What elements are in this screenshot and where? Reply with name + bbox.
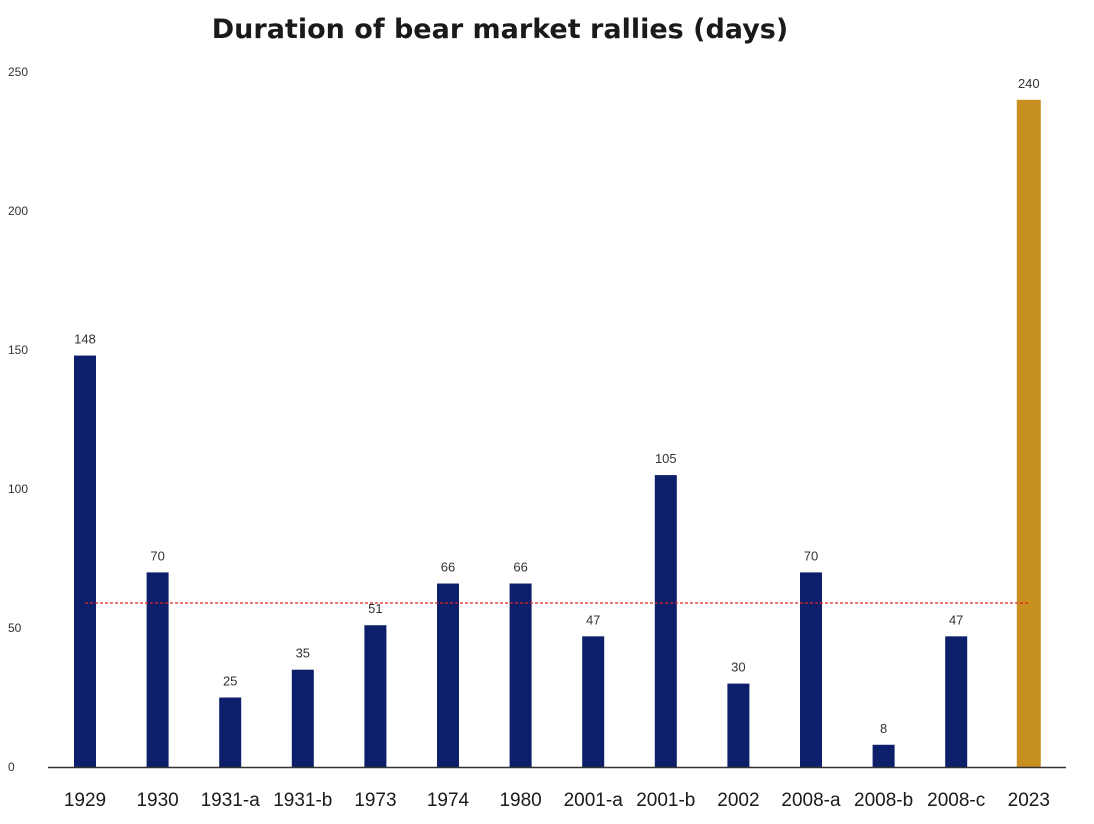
x-tick-label: 1929 bbox=[64, 790, 106, 811]
x-tick-label: 2023 bbox=[1008, 790, 1050, 811]
x-tick-label: 1973 bbox=[354, 790, 396, 811]
bar-2001-b bbox=[654, 475, 677, 767]
y-tick-label: 200 bbox=[8, 204, 28, 218]
bar-1973 bbox=[364, 625, 387, 767]
y-tick-label: 50 bbox=[8, 621, 22, 635]
data-label-2008-b: 8 bbox=[880, 721, 887, 736]
bar-2008-a bbox=[800, 572, 822, 767]
x-tick-label: 2008-a bbox=[781, 790, 841, 811]
bar-1974 bbox=[437, 583, 459, 767]
bar-1931-b bbox=[291, 669, 314, 767]
x-tick-label: 2001-a bbox=[564, 790, 624, 811]
bar-1929 bbox=[74, 355, 96, 767]
bar-2008-c bbox=[945, 636, 968, 767]
data-label-1931-a: 25 bbox=[223, 674, 237, 689]
bar-2008-b bbox=[872, 744, 895, 767]
x-tick-label: 1980 bbox=[499, 790, 541, 811]
bar-2001-a bbox=[582, 636, 605, 767]
bar-1930 bbox=[146, 572, 169, 767]
y-tick-label: 150 bbox=[8, 343, 28, 357]
data-label-1929: 148 bbox=[74, 332, 96, 347]
data-label-1980: 66 bbox=[513, 560, 527, 575]
data-label-2008-a: 70 bbox=[804, 548, 818, 563]
data-label-2001-b: 105 bbox=[655, 451, 677, 466]
data-label-2001-a: 47 bbox=[586, 612, 600, 627]
bar-2002 bbox=[727, 683, 750, 767]
x-tick-label: 1931-b bbox=[273, 790, 332, 811]
data-label-2023: 240 bbox=[1018, 76, 1040, 91]
chart-title: Duration of bear market rallies (days) bbox=[211, 14, 789, 45]
bar-1980 bbox=[509, 583, 532, 767]
data-label-1930: 70 bbox=[150, 548, 164, 563]
x-tick-label: 2001-b bbox=[636, 790, 695, 811]
x-tick-label: 1930 bbox=[136, 790, 178, 811]
x-tick-label: 1931-a bbox=[201, 790, 261, 811]
x-tick-label: 2008-c bbox=[927, 790, 985, 811]
y-tick-label: 100 bbox=[8, 482, 28, 496]
data-label-1931-b: 35 bbox=[296, 646, 310, 661]
data-label-2008-c: 47 bbox=[949, 612, 963, 627]
x-tick-label: 1974 bbox=[427, 790, 470, 811]
y-tick-label: 250 bbox=[8, 65, 28, 79]
data-label-2002: 30 bbox=[731, 660, 745, 675]
data-label-1973: 51 bbox=[368, 601, 382, 616]
data-labels: 148 70 25 35 51 66 66 47 105 30 70 8 47 240 bbox=[74, 76, 1040, 736]
bar-2023 bbox=[1016, 99, 1041, 768]
bar-1931-a bbox=[219, 697, 242, 767]
data-label-1974: 66 bbox=[441, 560, 455, 575]
bars bbox=[74, 99, 1041, 768]
y-tick-label: 0 bbox=[8, 760, 15, 774]
x-tick-label: 2008-b bbox=[854, 790, 913, 811]
y-axis-ticks: 0 50 100 150 200 250 bbox=[8, 65, 28, 774]
x-axis-ticks: 1929 1930 1931-a 1931-b 1973 1974 1980 2001-a 20… bbox=[64, 790, 1050, 811]
x-tick-label: 2002 bbox=[717, 790, 759, 811]
